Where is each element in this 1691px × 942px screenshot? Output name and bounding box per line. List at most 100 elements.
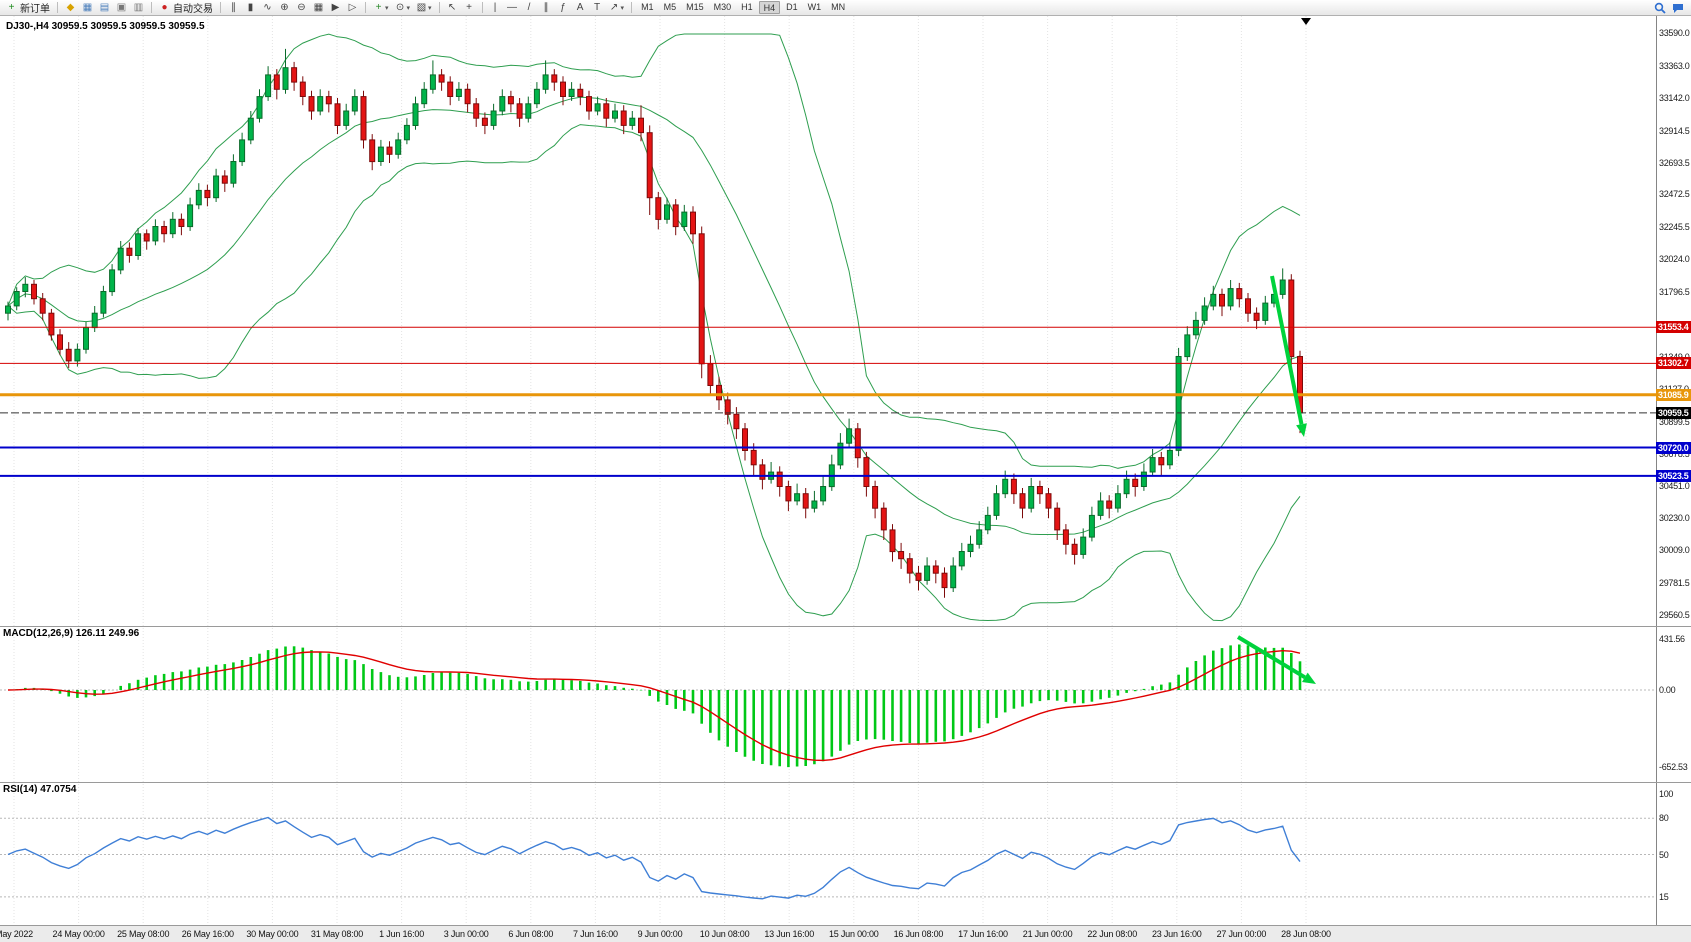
candle-body [386,146,393,155]
bollinger-band-lower [7,124,1301,622]
candle-body [1140,471,1147,488]
candle-body [690,211,696,235]
timeframe-h1-button[interactable]: H1 [741,2,753,12]
timeframe-m15-button[interactable]: M15 [686,2,704,12]
candle-body [221,175,228,184]
candle-body [525,103,532,119]
autotrading-button[interactable]: ● 自动交易 [157,1,215,15]
new-chart-button[interactable]: ▦ [80,1,95,14]
candle-body [395,139,402,155]
timeframe-d1-button[interactable]: D1 [786,2,798,12]
time-tick-label: May 2022 [0,929,33,939]
time-tick-label: 27 Jun 00:00 [1216,929,1267,939]
vertical-line-button[interactable]: | [488,1,503,14]
indicators-button[interactable]: + ▾ [371,1,391,14]
candle-body [412,103,419,127]
candle-body [950,565,957,589]
zoom-in-button[interactable]: ⊕ [277,1,292,14]
price-tick-label: 32693.5 [1659,157,1690,168]
new-order-icon: + [8,2,15,13]
trendline-button[interactable]: / [522,1,537,14]
toolbar-separator [151,2,152,13]
candle-body [213,175,220,199]
timeframe-w1-button[interactable]: W1 [807,2,822,12]
chart-area[interactable]: DJ30-,H4 30959.5 30959.5 30959.5 30959.5… [0,16,1656,925]
crosshair-icon: + [466,2,472,13]
macd-scale-label: 431.56 [1659,634,1685,644]
scroll-end-marker[interactable] [1301,18,1311,25]
candle-body [1227,288,1234,307]
candle-body [490,110,497,126]
new-order-button[interactable]: + 新订单 [4,1,52,15]
panel-separator-rsi[interactable] [0,782,1691,783]
candle-body [57,334,63,350]
price-tick-label: 31796.5 [1659,287,1690,297]
price-tick-label: 29560.5 [1659,610,1690,620]
crosshair-button[interactable]: + [462,1,477,14]
rsi-scale-label: 50 [1659,849,1669,860]
candle-body [603,103,610,119]
candle-body [48,312,55,336]
candle-body [1028,486,1035,509]
candlestick-chart-button[interactable]: ▮ [243,1,258,14]
channel-button[interactable]: ∥ [539,1,554,14]
candle-body [308,96,315,112]
timeframe-m30-button[interactable]: M30 [713,2,732,12]
market-watch-button[interactable]: ▤ [97,1,112,14]
fibonacci-button[interactable]: ƒ [556,1,571,14]
candle-body [984,514,991,531]
chart-canvas[interactable] [0,16,1656,925]
horizontal-line-button[interactable]: — [505,1,520,14]
time-tick-label: 9 Jun 00:00 [637,929,683,939]
cursor-button[interactable]: ↖ [445,1,460,14]
panel-separator-macd[interactable] [0,626,1691,627]
candle-body [681,211,688,228]
periods-button[interactable]: ⊙ ▾ [393,1,413,14]
chat-icon[interactable] [1672,2,1684,14]
profiles-button[interactable]: ◆ [63,1,78,14]
candle-body [924,565,931,581]
templates-button[interactable]: ▧ ▾ [414,1,434,14]
timeframe-mn-button[interactable]: MN [831,2,846,12]
autotrading-icon: ● [161,2,168,13]
sell-arrow-macd-head [1302,672,1316,684]
timeframe-m5-button[interactable]: M5 [663,2,677,12]
price-badge: 31553.4 [1656,321,1691,334]
price-tick-label: 30230.0 [1659,513,1690,524]
tile-windows-button[interactable]: ▦ [311,1,326,14]
toolbar-separator [57,2,58,13]
candle-body [429,74,436,90]
text-button[interactable]: A [573,1,588,14]
candle-body [1036,486,1043,495]
time-tick-label: 26 May 16:00 [181,929,234,939]
timeframe-h4-button[interactable]: H4 [758,1,781,14]
price-badge: 30959.5 [1656,406,1691,419]
candle-body [334,103,341,127]
candle-body [5,305,11,314]
time-tick-label: 7 Jun 16:00 [572,929,618,939]
auto-scroll-button[interactable]: ▶ [328,1,343,14]
zoom-out-button[interactable]: ⊖ [294,1,309,14]
text-label-button[interactable]: T [590,1,605,14]
candle-body [976,529,983,545]
candle-body [178,218,185,228]
timeframe-m1-button[interactable]: M1 [641,2,654,12]
candle-body [481,117,488,126]
line-chart-button[interactable]: ∿ [260,1,275,14]
terminal-button[interactable]: ▥ [131,1,146,14]
candle-body [169,218,176,235]
tile-windows-icon: ▦ [313,2,324,13]
candle-body [915,572,922,581]
profiles-icon: ◆ [66,2,75,13]
chart-shift-button[interactable]: ▷ [345,1,360,14]
chevron-down-icon: ▾ [385,4,389,12]
search-icon[interactable] [1654,2,1666,14]
data-window-button[interactable]: ▣ [114,1,129,14]
templates-icon: ▧ [416,2,427,13]
bar-chart-button[interactable]: ∥ [226,1,241,14]
candle-body [230,161,237,184]
candle-body [898,551,905,560]
chart-title: DJ30-,H4 30959.5 30959.5 30959.5 30959.5 [6,21,205,32]
rsi-scale-label: 15 [1659,891,1669,902]
arrows-button[interactable]: ↗ ▾ [607,1,627,14]
